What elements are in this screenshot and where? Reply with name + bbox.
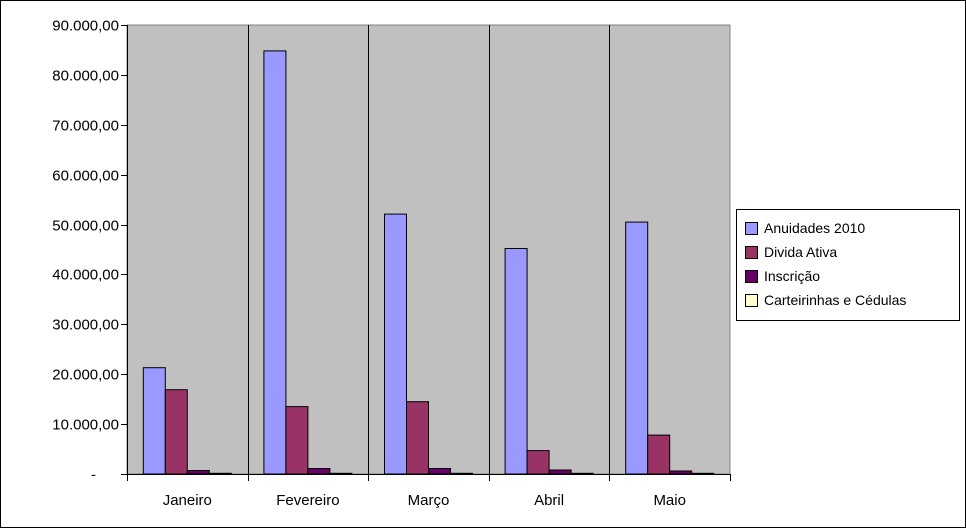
bar-inscri-o-fevereiro bbox=[307, 468, 331, 475]
legend-item: Anuidades 2010 bbox=[745, 216, 959, 240]
bar-divida-ativa-fevereiro bbox=[285, 406, 309, 475]
y-tick-label: 70.000,00 bbox=[52, 118, 119, 135]
x-tick-label: Janeiro bbox=[163, 492, 212, 509]
y-tick-label: 10.000,00 bbox=[52, 417, 119, 434]
bar-divida-ativa-janeiro bbox=[164, 389, 188, 475]
x-tick-label: Março bbox=[408, 492, 450, 509]
x-tick-label: Maio bbox=[653, 492, 686, 509]
y-tick-label: 30.000,00 bbox=[52, 317, 119, 334]
bar-divida-ativa-maio bbox=[647, 434, 671, 475]
bar-divida-ativa-mar-o bbox=[406, 401, 429, 475]
bar-divida-ativa-abril bbox=[526, 450, 550, 475]
bar-inscri-o-abril bbox=[548, 469, 572, 475]
legend-item: Inscrição bbox=[745, 264, 959, 288]
bar-anuidades-2010-janeiro bbox=[142, 367, 166, 475]
legend-swatch bbox=[745, 269, 758, 283]
legend-item: Divida Ativa bbox=[745, 240, 959, 264]
legend-swatch bbox=[745, 245, 758, 259]
bar-anuidades-2010-abril bbox=[504, 248, 528, 475]
y-tick-label: 90.000,00 bbox=[52, 18, 119, 35]
legend: Anuidades 2010 Divida Ativa Inscrição Carte… bbox=[736, 209, 960, 321]
legend-label: Carteirinhas e Cédulas bbox=[764, 292, 907, 308]
bar-anuidades-2010-fevereiro bbox=[263, 50, 287, 475]
y-tick-label: 20.000,00 bbox=[52, 367, 119, 384]
x-tick-label: Abril bbox=[534, 492, 564, 509]
y-tick-label: 40.000,00 bbox=[52, 267, 119, 284]
bar-inscri-o-maio bbox=[669, 470, 693, 475]
y-tick-label: 50.000,00 bbox=[52, 218, 119, 235]
y-tick-label: 80.000,00 bbox=[52, 68, 119, 85]
x-tick-label: Fevereiro bbox=[276, 492, 339, 509]
bar-anuidades-2010-maio bbox=[625, 221, 649, 475]
legend-swatch bbox=[745, 293, 758, 307]
bar-inscri-o-janeiro bbox=[186, 470, 210, 475]
legend-label: Inscrição bbox=[764, 268, 821, 284]
legend-label: Divida Ativa bbox=[764, 244, 838, 260]
y-tick-label: - bbox=[91, 467, 96, 484]
legend-swatch bbox=[745, 221, 758, 235]
legend-label: Anuidades 2010 bbox=[764, 220, 866, 236]
bar-inscri-o-mar-o bbox=[428, 468, 451, 475]
bar-anuidades-2010-mar-o bbox=[384, 213, 407, 475]
y-tick-label: 60.000,00 bbox=[52, 168, 119, 185]
legend-item: Carteirinhas e Cédulas bbox=[745, 288, 959, 312]
